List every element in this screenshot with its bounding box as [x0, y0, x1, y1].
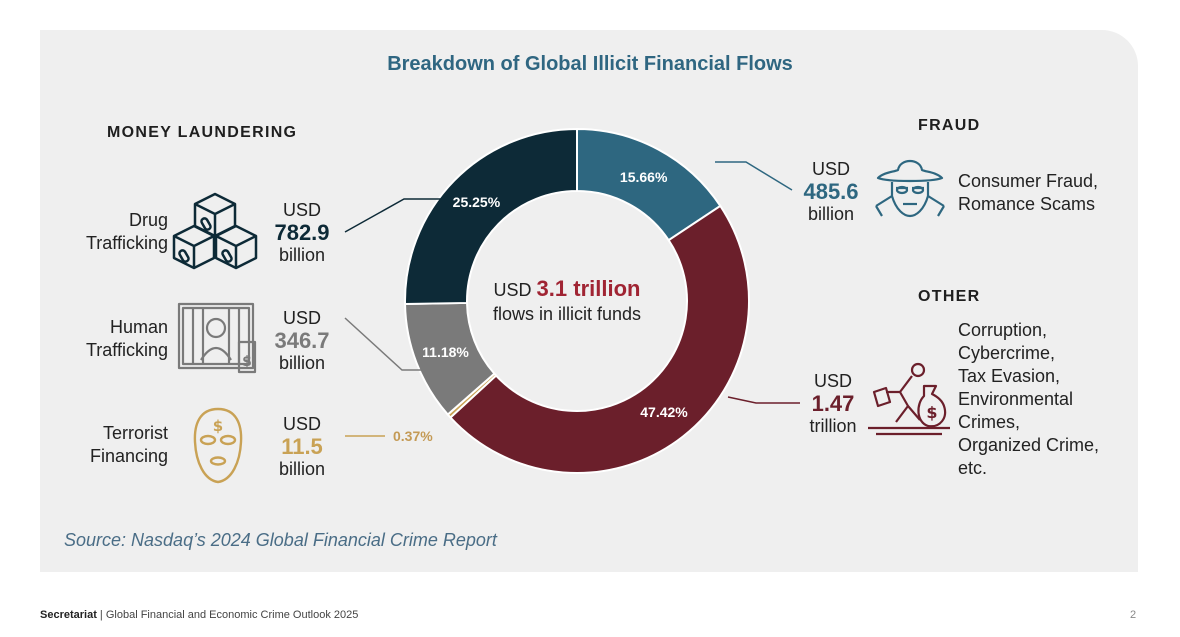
human-label-line1: Human: [109, 317, 168, 337]
source-note: Source: Nasdaq’s 2024 Global Financial C…: [64, 530, 497, 550]
footer-text: | Global Financial and Economic Crime Ou…: [96, 609, 359, 621]
drug-label-line1: Drug: [128, 210, 168, 230]
center-label: USD 3.1 trillion flows in illicit funds: [462, 277, 672, 326]
terror-amount: USD 11.5 billion: [266, 413, 338, 480]
fraud-heading: FRAUD: [918, 117, 981, 134]
thief-moneybag-icon: $: [868, 362, 950, 436]
other-usd: USD: [813, 371, 852, 391]
chart-title: Breakdown of Global Illicit Financial Fl…: [387, 53, 793, 75]
terror-percent-label: 0.37%: [393, 428, 433, 444]
other-line-4: Environmental: [958, 389, 1074, 409]
money-laundering-heading: MONEY LAUNDERING: [107, 124, 298, 141]
terror-label-line1: Terrorist: [102, 423, 168, 443]
svg-text:$: $: [213, 417, 223, 435]
slice-drug-label: 25.25%: [453, 194, 501, 210]
drug-value: 782.9: [274, 220, 330, 245]
page-number: 2: [1130, 609, 1137, 621]
slice-drug: [404, 127, 578, 306]
human-usd: USD: [282, 308, 321, 328]
terror-unit: billion: [278, 459, 326, 479]
leader-other: [727, 396, 800, 404]
other-line-3: Tax Evasion,: [958, 366, 1061, 386]
human-label-line2: Trafficking: [85, 340, 168, 360]
other-amount: USD 1.47 trillion: [797, 370, 869, 437]
drug-unit: billion: [278, 245, 326, 265]
fraud-usd: USD: [811, 159, 850, 179]
masked-face-icon: $: [193, 407, 243, 484]
other-line-2: Cybercrime,: [958, 343, 1056, 363]
human-amount: USD 346.7 billion: [266, 307, 338, 374]
svg-text:$: $: [926, 403, 937, 422]
fraud-label-line1: Consumer Fraud,: [958, 171, 1099, 191]
drug-trafficking-label: Drug Trafficking: [50, 209, 168, 255]
human-unit: billion: [278, 353, 326, 373]
slice-other-label: 47.42%: [640, 404, 688, 420]
other-unit: trillion: [809, 416, 857, 436]
drug-label-line2: Trafficking: [85, 233, 168, 253]
leader-fraud: [715, 161, 793, 191]
hat-spy-icon: [875, 159, 945, 218]
terror-value: 11.5: [281, 434, 323, 459]
other-line-7: etc.: [958, 458, 988, 478]
other-value: 1.47: [811, 391, 855, 416]
terror-label-line2: Financing: [89, 446, 168, 466]
human-value: 346.7: [274, 328, 330, 353]
other-line-5: Crimes,: [958, 412, 1020, 432]
terrorist-financing-label: Terrorist Financing: [50, 422, 168, 468]
center-value: 3.1 trillion: [536, 276, 641, 301]
slice-other: [449, 204, 750, 474]
fraud-value: 485.6: [803, 179, 859, 204]
drug-amount: USD 782.9 billion: [266, 199, 338, 266]
slice-fraud-label: 15.66%: [620, 169, 668, 185]
fraud-unit: billion: [807, 204, 855, 224]
other-heading: OTHER: [918, 288, 981, 305]
slice-human-label: 11.18%: [422, 344, 469, 360]
other-line-1: Corruption,: [958, 320, 1048, 340]
drug-usd: USD: [282, 200, 321, 220]
fraud-types-label: Consumer Fraud, Romance Scams: [958, 170, 1098, 216]
footer: Secretariat | Global Financial and Econo…: [40, 609, 358, 621]
other-crimes-list: Corruption, Cybercrime, Tax Evasion, Env…: [958, 319, 1099, 480]
center-caption: flows in illicit funds: [492, 304, 642, 324]
center-prefix: USD: [493, 280, 532, 300]
fraud-label-line2: Romance Scams: [958, 194, 1096, 214]
leader-human: [344, 317, 425, 371]
svg-text:$: $: [242, 354, 252, 370]
human-trafficking-label: Human Trafficking: [50, 316, 168, 362]
fraud-amount: USD 485.6 billion: [795, 158, 867, 225]
other-line-6: Organized Crime,: [958, 435, 1100, 455]
leader-drug: [344, 198, 441, 233]
caged-person-icon: $: [177, 302, 257, 374]
drug-boxes-icon: [172, 192, 258, 270]
footer-brand: Secretariat: [40, 609, 97, 621]
terror-usd: USD: [282, 414, 321, 434]
